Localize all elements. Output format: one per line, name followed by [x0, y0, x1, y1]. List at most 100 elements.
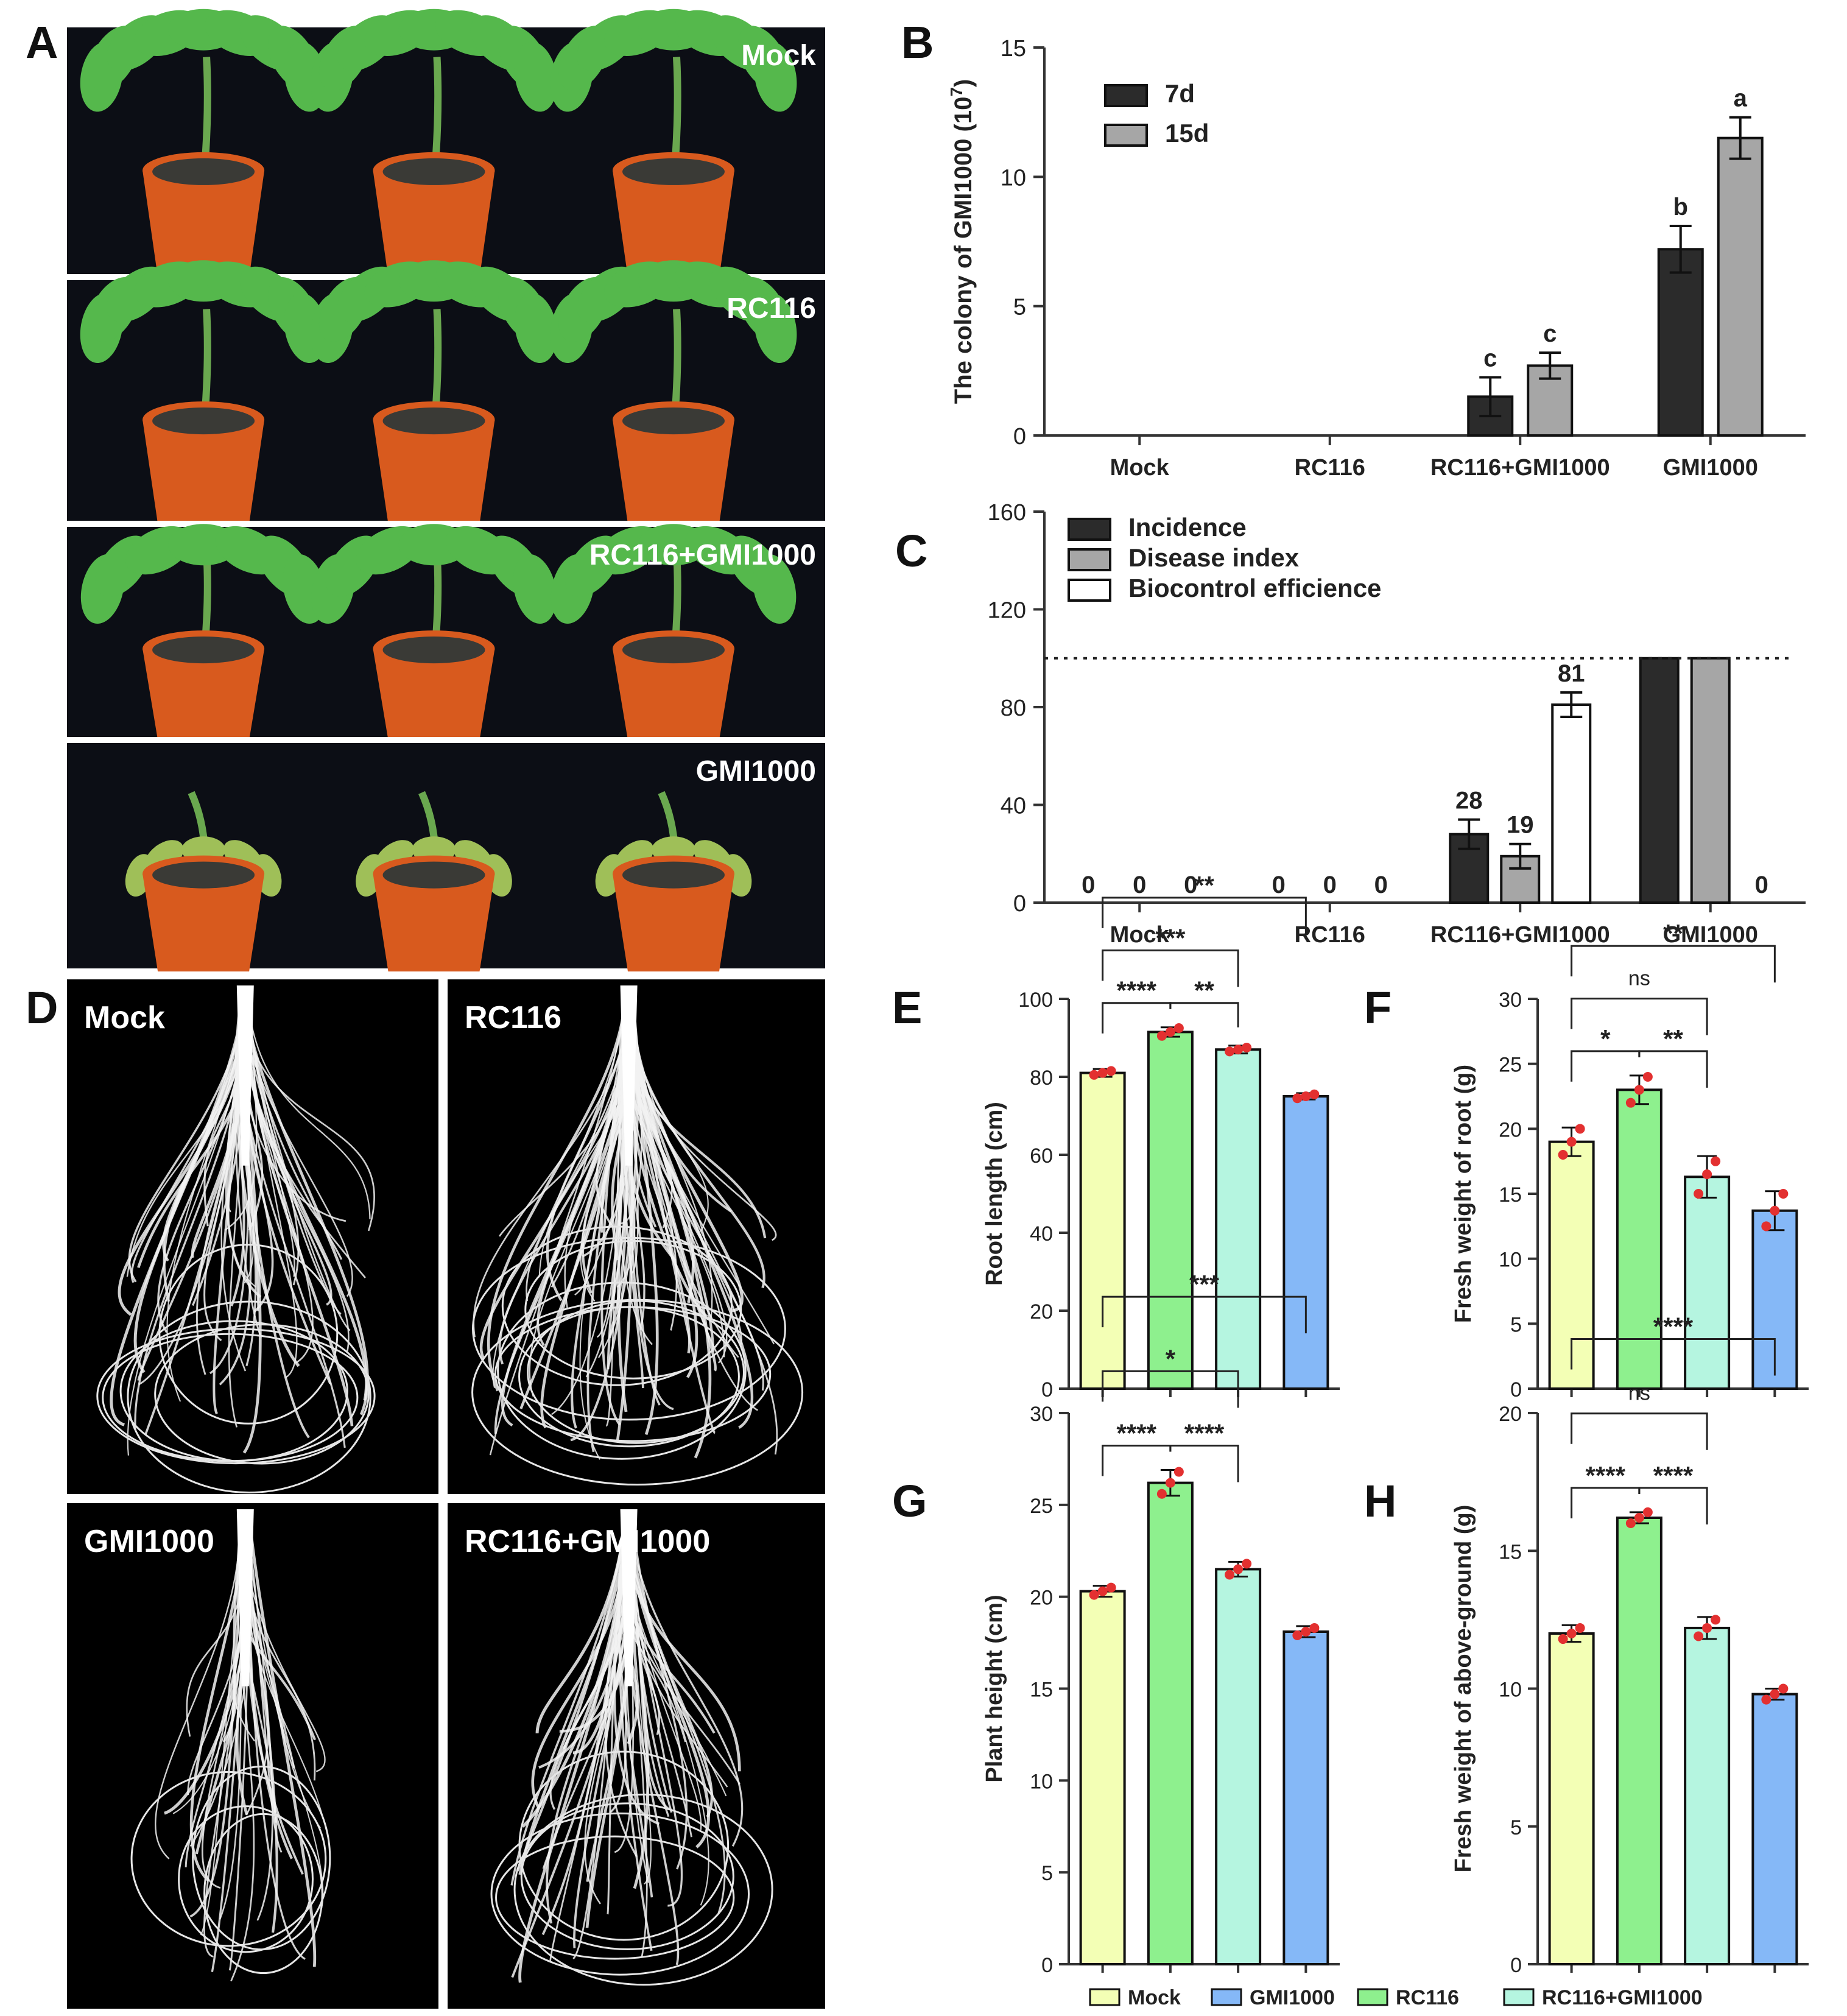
data-point [1173, 1023, 1184, 1033]
significance-label: *** [1189, 1270, 1220, 1299]
bar-rc116-gmi1000 [1684, 1175, 1731, 1390]
y-tick-label: 160 [988, 500, 1026, 526]
significance-label: *** [1155, 923, 1186, 952]
shared-legend: Mock GMI1000 RC116 RC116+GMI1000 [1089, 1986, 1703, 2009]
root-strand [248, 1009, 342, 1315]
x-tick-label: Mock [1110, 455, 1170, 481]
data-point [1770, 1689, 1780, 1699]
root-strand [631, 1009, 713, 1321]
y-tick-label: 0 [1041, 1954, 1053, 1977]
root-loop [513, 1793, 773, 1986]
data-point [1309, 1089, 1320, 1099]
panel-letter-e: E [892, 982, 922, 1033]
bar-gmi1000 [1751, 1693, 1798, 1966]
legend-swatch [1089, 1988, 1121, 2006]
significance-bracket [1102, 1445, 1172, 1476]
flower-pot [142, 873, 265, 971]
plant-leaf [513, 554, 557, 624]
data-point [1642, 1072, 1653, 1082]
data-point [1292, 1630, 1303, 1641]
plant-photo-label: RC116+GMI1000 [589, 539, 816, 571]
y-tick-label: 100 [1018, 989, 1053, 1012]
pot-soil [382, 158, 485, 185]
y-tick-label: 20 [1030, 1587, 1053, 1610]
data-point [1778, 1683, 1789, 1694]
data-label: 28 [1455, 788, 1483, 814]
root-loop [178, 1805, 314, 1953]
y-tick-label: 0 [1041, 1378, 1053, 1401]
y-tick-label: 80 [1030, 1066, 1053, 1090]
y-axis-title-superscript: 7 [947, 87, 966, 97]
root-photo-rc116: RC116 [448, 979, 825, 1494]
significance-bracket [1571, 1412, 1708, 1450]
root-photo-rc116-gmi1000: RC116+GMI1000 [448, 1503, 825, 2009]
pot-soil [382, 407, 485, 435]
significance-bracket [1102, 897, 1307, 934]
root-loop [203, 1813, 323, 1975]
root-loop [497, 1281, 747, 1460]
root-photo-label: RC116+GMI1000 [465, 1524, 710, 1559]
root-loop [490, 1812, 750, 1976]
x-tick-label: RC116 [1295, 455, 1365, 481]
root-strand [473, 1009, 631, 1338]
y-tick-label: 0 [1013, 891, 1026, 917]
root-crown [236, 985, 254, 1166]
data-point [1089, 1590, 1099, 1600]
legend-swatch [1104, 84, 1148, 107]
legend-label: Biocontrol efficience [1128, 574, 1381, 602]
root-strand [518, 1533, 628, 1875]
y-tick-label: 0 [1510, 1954, 1522, 1977]
significance-label: ** [1663, 919, 1683, 948]
root-strand [248, 1009, 298, 1378]
legend-swatch [1211, 1988, 1242, 2006]
data-point [1233, 1045, 1244, 1055]
flower-pot [613, 170, 734, 277]
significance-bracket [1571, 1050, 1641, 1082]
data-label: 81 [1558, 660, 1585, 687]
y-tick-label: 40 [1001, 794, 1026, 819]
root-strand [516, 1533, 625, 1872]
significance-label: **** [1184, 1419, 1225, 1448]
significance-label: **** [1117, 1419, 1157, 1448]
panel-letter-d: D [26, 982, 58, 1033]
bar-mock [1079, 1590, 1126, 1966]
data-point [1309, 1623, 1320, 1633]
y-tick-label: 15 [1499, 1540, 1522, 1563]
pot-soil [152, 636, 255, 664]
y-tick-label: 25 [1030, 1495, 1053, 1518]
data-point [1566, 1137, 1577, 1147]
significance-bracket [1169, 1445, 1239, 1482]
y-tick-label: 15 [1001, 36, 1026, 62]
root-strand [239, 1009, 353, 1297]
root-strand [535, 1533, 625, 1733]
data-point [1761, 1694, 1771, 1705]
bar-rc116-gmi1000 [1215, 1568, 1262, 1966]
y-axis-title-close: ) [950, 79, 977, 87]
data-point [1165, 1027, 1175, 1037]
y-tick-label: 5 [1013, 295, 1026, 320]
legend-label: Incidence [1128, 513, 1247, 541]
root-loop [495, 1835, 735, 1960]
panel-letter-b: B [901, 17, 934, 68]
flower-pot [373, 873, 495, 971]
root-strand [489, 1009, 625, 1456]
root-loop [192, 1765, 331, 1951]
bar [1639, 657, 1680, 904]
root-strand [551, 1009, 629, 1288]
panel-letter-h: H [1364, 1476, 1396, 1526]
y-tick-label: 25 [1499, 1054, 1522, 1077]
data-point [1292, 1093, 1303, 1104]
legend-label: RC116 [1396, 1986, 1459, 2009]
bar-mock [1548, 1632, 1595, 1965]
data-point [1097, 1586, 1108, 1596]
legend-label: Disease index [1128, 543, 1300, 572]
root-strand [626, 1533, 710, 1849]
bar-gmi1000 [1282, 1095, 1329, 1390]
significance-bracket [1102, 1295, 1307, 1334]
data-point [1575, 1623, 1585, 1633]
significance-label: * [1166, 1344, 1176, 1373]
